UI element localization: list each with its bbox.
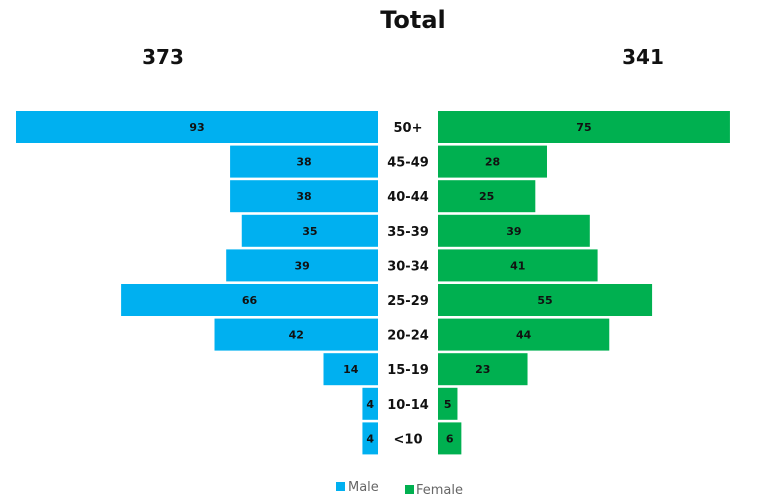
female-bar-20-24 [438,318,610,351]
male-value-label: 38 [296,190,311,203]
female-bar-10 [438,422,462,455]
female-value-label: 44 [516,329,532,342]
male-value-label: 4 [366,432,374,445]
legend-male-label: Male [348,480,379,495]
female-total: 341 [622,45,664,69]
female-value-label: 25 [479,190,494,203]
female-value-label: 5 [444,398,452,411]
chart-title: Total [380,6,446,34]
category-label: 40-44 [387,190,429,205]
category-label: 50+ [394,121,423,136]
male-value-label: 35 [302,225,317,238]
female-bar-25-29 [438,284,653,316]
male-bar-35-39 [241,214,378,247]
category-label: 25-29 [387,294,429,309]
male-value-label: 66 [242,294,258,307]
male-bar-20-24 [214,318,378,351]
male-bar-30-34 [226,249,378,282]
male-value-label: 4 [366,398,374,411]
category-label: 45-49 [387,156,429,171]
category-label: 30-34 [387,259,429,274]
male-value-label: 93 [189,121,204,134]
category-label: 10-14 [387,398,429,413]
legend: Male Female [336,480,463,498]
female-value-label: 75 [576,121,591,134]
female-value-label: 28 [485,156,500,169]
female-bar-30-34 [438,249,598,282]
female-bar-15-19 [438,353,528,386]
male-bar-10 [362,422,378,455]
male-value-label: 39 [294,259,309,272]
female-bar-50 [438,111,730,143]
male-bar-15-19 [323,353,378,386]
legend-female-swatch [405,485,414,494]
male-value-label: 42 [289,329,304,342]
male-bar-45-49 [230,145,378,178]
female-bar-45-49 [438,145,547,178]
male-total: 373 [142,45,184,69]
category-label: 15-19 [387,363,429,378]
female-bar-10-14 [438,387,458,420]
male-bar-40-44 [230,180,378,213]
category-label: 35-39 [387,225,429,240]
female-bar-35-39 [438,214,590,247]
female-value-label: 41 [510,259,525,272]
female-value-label: 55 [537,294,552,307]
male-value-label: 38 [296,156,311,169]
male-value-label: 14 [343,363,359,376]
male-bar-25-29 [121,284,378,316]
female-value-label: 39 [506,225,521,238]
bars-group: 93 75 50+ 38 28 45-49 38 25 40-44 35 39 35-39 39 41 30… [16,111,730,455]
female-bar-40-44 [438,180,536,213]
female-value-label: 23 [475,363,490,376]
legend-male-swatch [336,482,345,491]
female-value-label: 6 [446,432,454,445]
category-label: <10 [394,432,423,447]
category-label: 20-24 [387,329,429,344]
male-bar-50 [16,111,378,143]
legend-female-label: Female [416,483,463,498]
male-bar-10-14 [362,387,378,420]
